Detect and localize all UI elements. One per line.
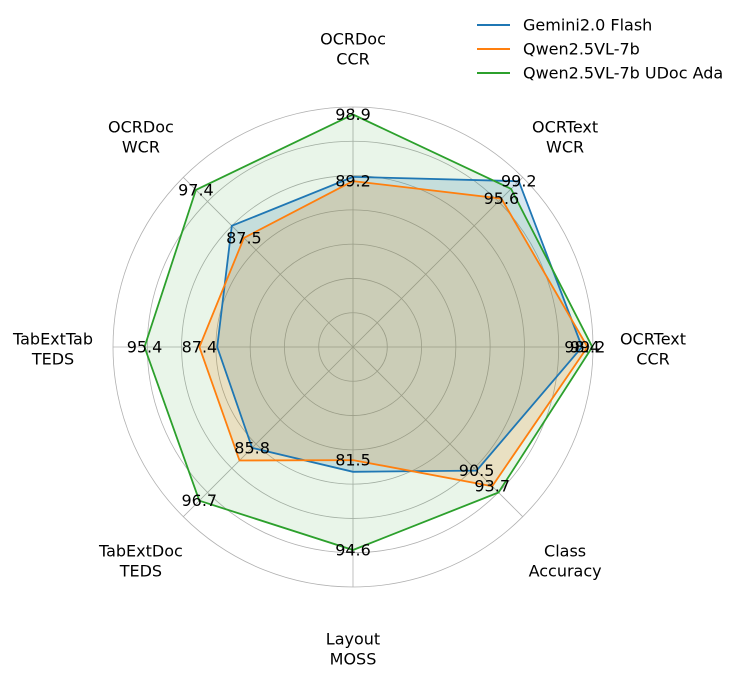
grid-spoke bbox=[352, 346, 523, 517]
axis-label-line: OCRDoc bbox=[108, 118, 174, 137]
axis-label-line: CCR bbox=[636, 350, 669, 369]
axis-label: OCRDoc CCR bbox=[320, 30, 386, 69]
axis-label: OCRDoc WCR bbox=[108, 118, 174, 157]
grid-spoke bbox=[183, 177, 354, 348]
axis-label: OCRText WCR bbox=[532, 118, 598, 157]
axis-label-line: TEDS bbox=[31, 350, 74, 369]
legend-label: Gemini2.0 Flash bbox=[523, 16, 652, 35]
value-label: 87.4 bbox=[182, 338, 218, 357]
axis-label-line: MOSS bbox=[330, 650, 377, 669]
value-label: 90.5 bbox=[459, 461, 495, 480]
axis-label-line: Accuracy bbox=[529, 562, 602, 581]
series-fill bbox=[217, 176, 582, 472]
series-fill bbox=[199, 181, 588, 487]
series-line bbox=[143, 113, 594, 551]
value-label: 99.2 bbox=[501, 172, 537, 191]
value-label: 81.5 bbox=[335, 451, 371, 470]
value-label: 98.9 bbox=[335, 105, 371, 124]
legend-label: Qwen2.5VL-7b bbox=[523, 40, 640, 59]
grid bbox=[112, 106, 594, 588]
value-label: 85.8 bbox=[234, 438, 270, 457]
axis-label-line: OCRDoc bbox=[320, 30, 386, 49]
legend: Gemini2.0 Flash Qwen2.5VL-7b Qwen2.5VL-7b … bbox=[477, 16, 723, 83]
axis-label-line: Layout bbox=[326, 630, 380, 649]
axis-label-line: TEDS bbox=[119, 562, 162, 581]
axis-label-line: TabExtDoc bbox=[98, 542, 183, 561]
value-label: 87.5 bbox=[226, 228, 262, 247]
legend-label: Qwen2.5VL-7b UDoc Ada bbox=[523, 64, 723, 83]
axis-label-line: CCR bbox=[336, 50, 369, 69]
value-label: 89.2 bbox=[335, 172, 371, 191]
axis-label: TabExtDoc TEDS bbox=[98, 542, 183, 581]
value-label: 97.4 bbox=[178, 180, 214, 199]
series-fill bbox=[144, 114, 593, 550]
axis-label-line: WCR bbox=[546, 138, 584, 157]
value-label: 99.2 bbox=[570, 338, 606, 357]
series-layer bbox=[143, 113, 594, 551]
axis-label: TabExtTab TEDS bbox=[12, 330, 93, 369]
value-label: 95.6 bbox=[484, 189, 520, 208]
series-line bbox=[216, 175, 584, 473]
axis-label: Layout MOSS bbox=[326, 630, 380, 669]
grid-spoke bbox=[352, 177, 523, 348]
series-line bbox=[198, 180, 589, 488]
axis-label-line: WCR bbox=[122, 138, 160, 157]
value-label: 95.4 bbox=[127, 338, 163, 357]
axis-label-line: Class bbox=[544, 542, 586, 561]
axis-label: Class Accuracy bbox=[529, 542, 602, 581]
axis-label-line: TabExtTab bbox=[12, 330, 93, 349]
value-labels: 98.989.2 99.295.699.298.490.593.794.681.5… bbox=[127, 105, 606, 560]
value-label: 98.4 bbox=[564, 338, 600, 357]
axis-label-line: OCRText bbox=[620, 330, 686, 349]
value-label: 93.7 bbox=[474, 477, 510, 496]
value-label: 94.6 bbox=[335, 541, 371, 560]
grid-spoke bbox=[183, 346, 354, 517]
value-label: 96.7 bbox=[181, 491, 217, 510]
axis-label-line: OCRText bbox=[532, 118, 598, 137]
axis-label: OCRText CCR bbox=[620, 330, 686, 369]
